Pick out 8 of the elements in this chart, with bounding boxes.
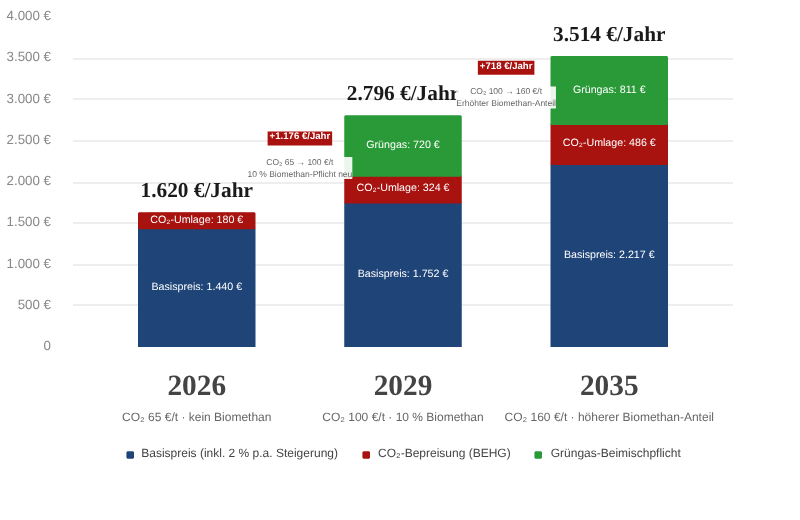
bar [550, 163, 668, 347]
x-tick-label: 2035 [579, 371, 639, 403]
total-label: 3.514 €/Jahr [553, 25, 667, 48]
x-tick-label: 2026 [167, 371, 227, 403]
bar [344, 201, 462, 347]
total-label: 1.620 €/Jahr [140, 181, 254, 204]
x-tick-label: 2029 [373, 371, 433, 403]
bar [138, 227, 256, 347]
